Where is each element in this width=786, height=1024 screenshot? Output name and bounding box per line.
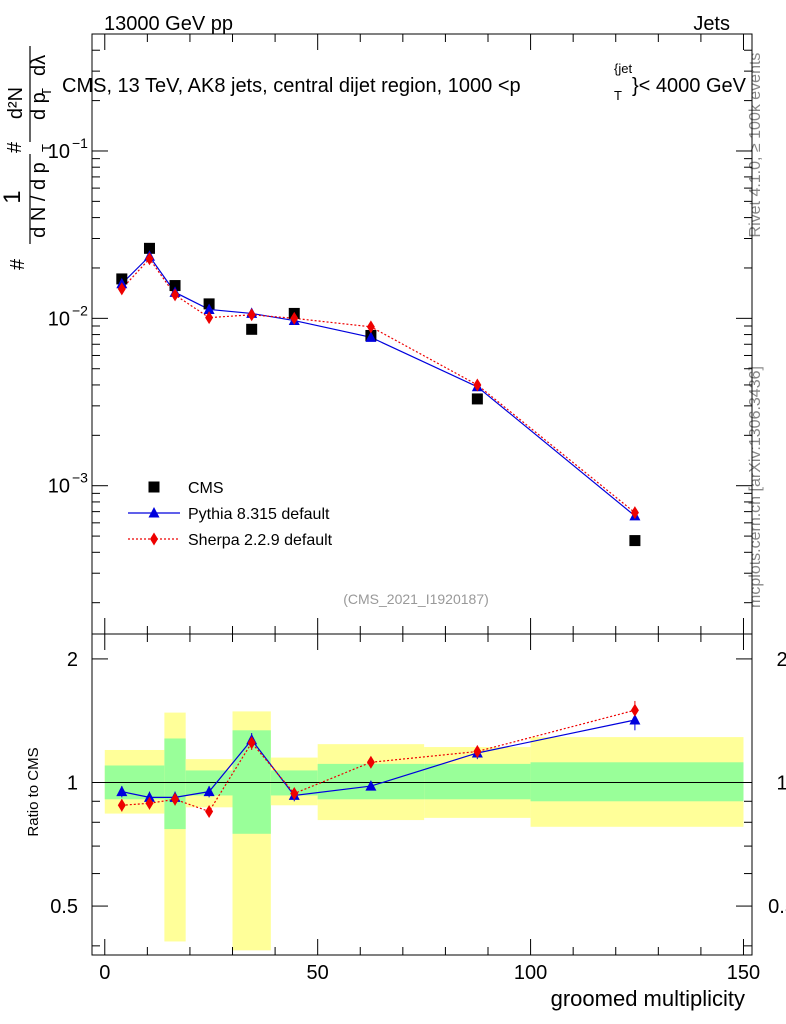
main-series	[116, 242, 641, 547]
ratio-point	[203, 785, 215, 797]
ylabel-num-bottom-sub: T	[39, 88, 54, 96]
ylabel-num-bottom: d p	[28, 92, 50, 120]
ratio-y-tick-label: 2	[67, 649, 78, 671]
data-point	[473, 378, 482, 392]
ratio-line	[121, 709, 636, 813]
data-point	[365, 331, 377, 342]
data-point	[247, 308, 256, 322]
ratio-point	[205, 804, 214, 818]
analysis-id: (CMS_2021_I1920187)	[343, 591, 489, 607]
ratio-point	[630, 703, 639, 717]
data-point	[629, 535, 641, 547]
ratio-y-tick-label-right: 2	[776, 649, 786, 671]
y-tick-label: 10	[48, 476, 70, 498]
data-point	[290, 311, 299, 325]
x-tick-label: 150	[727, 962, 760, 984]
ylabel-num-top: d²N	[5, 87, 27, 119]
ratio-y-tick-label-right: 1	[776, 772, 786, 794]
header-process: 13000 GeV pp	[104, 13, 233, 35]
header-category: Jets	[693, 13, 730, 35]
data-point	[117, 282, 126, 296]
ratio-band-inner	[424, 763, 531, 800]
title-sub: T	[614, 88, 622, 103]
title-main: CMS, 13 TeV, AK8 jets, central dijet reg…	[62, 75, 521, 97]
x-tick-label: 0	[99, 962, 110, 984]
legend-marker	[150, 532, 158, 546]
series-line	[121, 255, 636, 517]
chart-title: CMS, 13 TeV, AK8 jets, central dijet reg…	[62, 61, 747, 103]
legend-marker	[148, 481, 160, 493]
data-point	[203, 303, 215, 314]
y-tick-label: 10	[48, 141, 70, 163]
ratio-point	[145, 796, 154, 810]
ylabel-num-bottom-tail: dλ	[28, 55, 50, 76]
data-point	[145, 252, 154, 266]
ratio-point	[365, 780, 377, 791]
x-tick-label: 100	[514, 962, 547, 984]
data-point	[169, 280, 181, 292]
ylabel-hash: #	[7, 258, 29, 270]
ratio-point	[473, 744, 482, 758]
legend-marker	[148, 507, 160, 518]
ratio-y-tick-label: 1	[67, 772, 78, 794]
y-axis-label-main: # 1 d N / d p T d²N # d p T dλ	[0, 46, 54, 270]
ratio-y-tick-label-right: 0.5	[768, 896, 786, 918]
rivet-version-label: Rivet 4.1.0, ≥ 100k events	[747, 53, 764, 238]
ratio-point	[143, 791, 155, 802]
data-point	[630, 506, 639, 520]
y-tick-label: 10	[48, 308, 70, 330]
ratio-point	[117, 798, 126, 812]
ratio-point	[247, 736, 256, 750]
legend: CMS Pythia 8.315 default Sherpa 2.2.9 defa…	[128, 480, 333, 549]
ratio-frame	[91, 633, 753, 956]
y-axis-label-ratio: Ratio to CMS	[25, 747, 42, 836]
x-axis-label: groomed multiplicity	[551, 986, 745, 1011]
ratio-band-inner	[530, 762, 744, 802]
ratio-band-inner	[164, 738, 186, 830]
ratio-point	[116, 785, 128, 797]
ylabel-denominator: d N / d p	[28, 162, 50, 238]
legend-label: CMS	[188, 480, 224, 497]
ratio-point	[366, 755, 375, 769]
data-point	[205, 311, 214, 325]
y-tick-exponent: −3	[72, 470, 88, 486]
x-tick-label: 50	[307, 962, 329, 984]
title-tail: }< 4000 GeV	[632, 75, 747, 97]
data-point	[366, 320, 375, 334]
ylabel-hash-2: #	[4, 141, 26, 153]
series-line	[121, 257, 636, 514]
data-point	[171, 288, 180, 302]
ratio-y-tick-label: 0.5	[50, 896, 78, 918]
ratio-point	[629, 713, 641, 725]
legend-label: Pythia 8.315 default	[188, 506, 330, 523]
legend-label: Sherpa 2.2.9 default	[188, 532, 333, 549]
ratio-point	[290, 787, 299, 801]
y-tick-exponent: −1	[72, 135, 88, 151]
data-point	[471, 393, 483, 405]
y-tick-exponent: −2	[72, 302, 88, 318]
data-point	[246, 323, 258, 335]
ratio-series	[116, 700, 641, 818]
ratio-point	[171, 792, 180, 806]
ylabel-one: 1	[0, 190, 26, 203]
mcplots-label: mcplots.cern.ch [arXiv:1306.3436]	[747, 366, 764, 608]
title-sup: {jet	[614, 61, 632, 76]
ratio-uncertainty-bands	[92, 711, 752, 951]
ylabel-denominator-sub: T	[39, 144, 54, 152]
data-point	[143, 242, 155, 254]
